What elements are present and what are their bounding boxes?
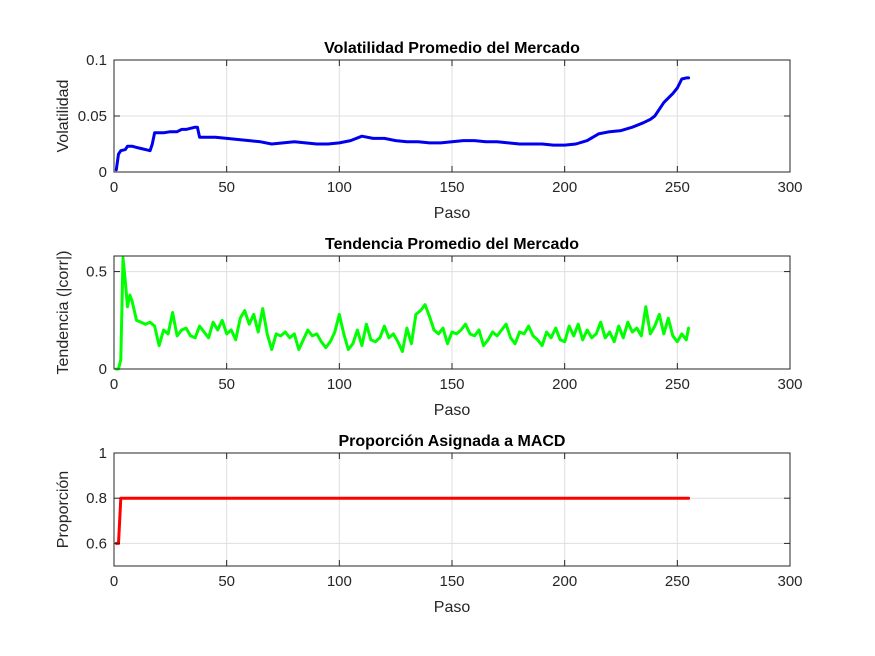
- trend-x-tick-label: 50: [218, 376, 235, 393]
- macd-proportion-axes: 0 50 100 150 200 250 300 0.6 0.8 1 Proporción Asig…: [55, 433, 803, 616]
- trend-x-tick-label: 0: [110, 376, 118, 393]
- volatility-x-tick-label: 50: [218, 179, 235, 196]
- macd-proportion-chart-title: Proporción Asignada a MACD: [339, 433, 566, 450]
- volatility-axes: 0 50 100 150 200 250 300 0 0.05 0.1 Volatilidad Pr…: [55, 40, 803, 222]
- volatility-y-axis-label: Volatilidad: [55, 80, 72, 153]
- macd-proportion-x-tick-label: 50: [218, 573, 235, 590]
- volatility-x-tick-label: 300: [777, 179, 802, 196]
- volatility-y-tick-label: 0: [99, 164, 107, 181]
- macd-proportion-x-axis-label: Paso: [434, 599, 471, 616]
- volatility-series-line: [114, 76, 691, 172]
- macd-proportion-x-tick-label: 0: [110, 573, 118, 590]
- macd-proportion-x-tick-label: 250: [665, 573, 690, 590]
- trend-x-tick-label: 100: [327, 376, 352, 393]
- trend-axes: 0 50 100 150 200 250 300 0 0.5 Tendencia Promedio…: [55, 236, 803, 419]
- macd-proportion-y-tick-label: 0.6: [86, 535, 107, 552]
- macd-proportion-x-tick-label: 200: [552, 573, 577, 590]
- volatility-x-tick-label: 200: [552, 179, 577, 196]
- macd-proportion-x-tick-label: 300: [777, 573, 802, 590]
- macd-proportion-y-axis-label: Proporción: [55, 471, 72, 548]
- volatility-chart-title: Volatilidad Promedio del Mercado: [324, 40, 580, 57]
- trend-series-line: [114, 256, 691, 371]
- macd-proportion-y-tick-label: 0.8: [86, 490, 107, 507]
- macd-proportion-y-tick-label: 1: [99, 445, 107, 462]
- trend-x-tick-label: 300: [777, 376, 802, 393]
- volatility-y-tick-label: 0.05: [78, 108, 107, 125]
- volatility-x-tick-label: 100: [327, 179, 352, 196]
- volatility-x-tick-label: 250: [665, 179, 690, 196]
- volatility-x-tick-label: 150: [439, 179, 464, 196]
- trend-y-tick-label: 0.5: [86, 264, 107, 281]
- trend-x-tick-label: 150: [439, 376, 464, 393]
- volatility-x-tick-label: 0: [110, 179, 118, 196]
- trend-x-tick-label: 250: [665, 376, 690, 393]
- macd-proportion-x-tick-label: 150: [439, 573, 464, 590]
- trend-x-axis-label: Paso: [434, 402, 471, 419]
- trend-chart-title: Tendencia Promedio del Mercado: [325, 236, 579, 253]
- volatility-y-tick-label: 0.1: [86, 52, 107, 69]
- volatility-x-axis-label: Paso: [434, 205, 471, 222]
- macd-proportion-x-tick-label: 100: [327, 573, 352, 590]
- trend-x-tick-label: 200: [552, 376, 577, 393]
- trend-y-tick-label: 0: [99, 361, 107, 378]
- trend-y-axis-label: Tendencia (|corr|): [55, 251, 72, 375]
